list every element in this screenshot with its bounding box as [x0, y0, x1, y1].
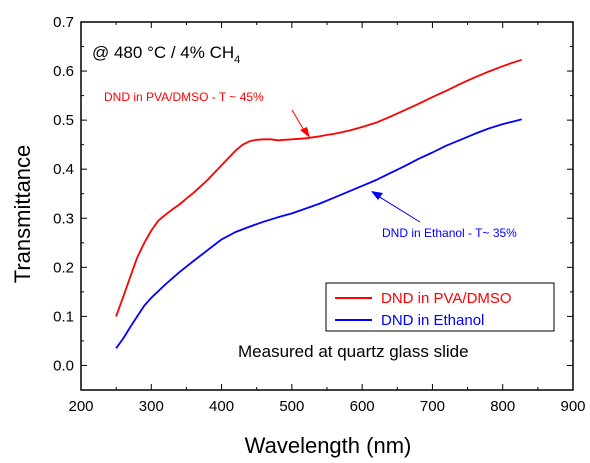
x-tick-label: 400 [209, 398, 234, 415]
y-tick-label: 0.3 [53, 210, 74, 227]
x-tick-label: 900 [560, 398, 585, 415]
annotation-pva-arrow [291, 109, 310, 138]
y-tick-label: 0.5 [53, 112, 74, 129]
series-line-pva-dmso [115, 58, 522, 317]
condition-subscript: 4 [234, 54, 240, 66]
x-tick-label: 700 [420, 398, 445, 415]
y-tick-label: 0.7 [53, 14, 74, 31]
y-tick-label: 0.4 [53, 161, 74, 178]
annotation-ethanol-arrow [371, 191, 421, 223]
annotation-pva-dmso: DND in PVA/DMSO - T ~ 45% [104, 90, 264, 104]
series-line-ethanol [115, 118, 522, 349]
annotation-ethanol: DND in Ethanol - T~ 35% [382, 226, 517, 240]
y-tick-label: 0.0 [53, 357, 74, 374]
legend: DND in PVA/DMSO DND in Ethanol [325, 282, 555, 332]
x-tick-label: 200 [68, 398, 93, 415]
y-tick-label: 0.1 [53, 308, 74, 325]
legend-box [325, 282, 555, 332]
legend-label-ethanol: DND in Ethanol [381, 312, 484, 329]
x-tick-label: 600 [350, 398, 375, 415]
y-tick-label: 0.2 [53, 259, 74, 276]
x-axis-title: Wavelength (nm) [245, 433, 412, 458]
x-tick-label: 300 [139, 398, 164, 415]
legend-label-pva: DND in PVA/DMSO [381, 290, 512, 307]
plot-area: 200 300 400 500 600 700 800 900 0.0 0.1 0.2 0.3 0.4 0… [53, 14, 585, 415]
condition-label: @ 480 °C / 4% CH4 [92, 43, 240, 66]
plot-frame [80, 21, 574, 391]
y-tick-label: 0.6 [53, 63, 74, 80]
x-tick-label: 800 [490, 398, 515, 415]
x-tick-label: 500 [279, 398, 304, 415]
y-axis-title: Transmittance [10, 145, 35, 284]
measurement-note: Measured at quartz glass slide [238, 342, 469, 361]
condition-main: @ 480 °C / 4% CH [92, 43, 234, 62]
